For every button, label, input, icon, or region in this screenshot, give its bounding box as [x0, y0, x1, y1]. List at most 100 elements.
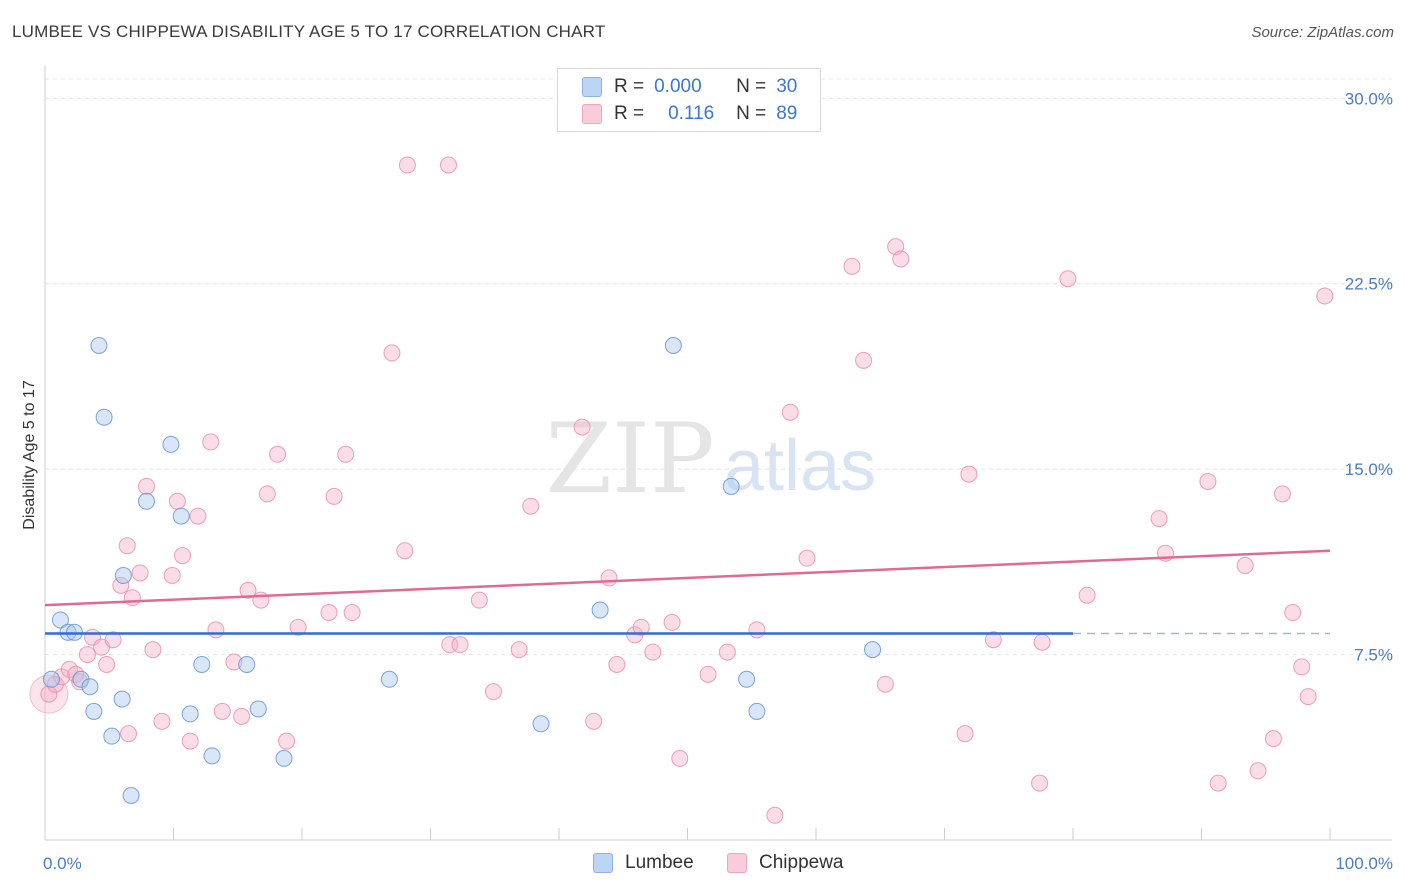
x-tick-label: 100.0% — [1335, 854, 1393, 873]
bottom-legend-swatch-lumbee — [593, 853, 613, 873]
data-point-chippewa — [173, 547, 191, 565]
data-point-lumbee — [172, 507, 190, 525]
data-point-chippewa — [748, 621, 766, 639]
data-point-chippewa — [233, 707, 251, 725]
data-point-chippewa — [325, 487, 343, 505]
data-point-chippewa — [1293, 658, 1311, 676]
legend-swatch-lumbee — [582, 77, 602, 97]
data-point-lumbee — [162, 435, 180, 453]
data-point-chippewa — [855, 351, 873, 369]
data-point-chippewa — [112, 576, 130, 594]
data-point-chippewa — [608, 655, 626, 673]
grid-lines — [45, 78, 1392, 656]
data-point-chippewa — [202, 433, 220, 451]
data-point-chippewa — [104, 631, 122, 649]
data-point-chippewa — [510, 641, 528, 659]
y-tick-label: 15.0% — [1345, 460, 1393, 479]
watermark-atlas: atlas — [724, 426, 876, 506]
data-point-chippewa — [131, 564, 149, 582]
legend-n-value-chippewa: 89 — [776, 103, 798, 124]
data-point-chippewa — [671, 749, 689, 767]
data-point-lumbee — [122, 786, 140, 804]
data-point-lumbee — [722, 477, 740, 495]
data-points — [29, 156, 1334, 824]
data-point-lumbee — [238, 655, 256, 673]
axes — [44, 66, 1392, 841]
legend-n-label: N = — [736, 76, 767, 97]
data-point-lumbee — [113, 690, 131, 708]
y-axis-label: Disability Age 5 to 17 — [21, 380, 38, 530]
data-point-chippewa — [1150, 510, 1168, 528]
x-tick-label: 0.0% — [43, 854, 82, 873]
data-point-chippewa — [123, 589, 141, 607]
data-point-lumbee — [138, 492, 156, 510]
data-point-lumbee — [249, 700, 267, 718]
bottom-legend-item-lumbee[interactable]: Lumbee — [593, 852, 694, 874]
data-point-chippewa — [289, 618, 307, 636]
data-point-chippewa — [441, 636, 459, 654]
chart-title: LUMBEE VS CHIPPEWA DISABILITY AGE 5 TO 1… — [12, 22, 606, 41]
bottom-legend-item-chippewa[interactable]: Chippewa — [727, 852, 844, 874]
data-point-lumbee — [42, 670, 60, 688]
source-label: Source: ZipAtlas.com — [1251, 24, 1394, 41]
data-point-chippewa — [798, 549, 816, 567]
bottom-legend-label-chippewa: Chippewa — [759, 852, 844, 873]
data-point-chippewa — [663, 613, 681, 631]
data-point-chippewa — [1059, 270, 1077, 288]
data-point-lumbee — [203, 747, 221, 765]
data-point-chippewa — [278, 732, 296, 750]
legend-r-label: R = — [614, 76, 645, 97]
data-point-chippewa — [383, 344, 401, 362]
data-point-chippewa — [1031, 774, 1049, 792]
data-point-chippewa — [644, 643, 662, 661]
data-point-chippewa — [1199, 472, 1217, 490]
data-point-chippewa — [843, 257, 861, 275]
y-tick-label: 7.5% — [1354, 646, 1393, 665]
data-point-chippewa — [118, 537, 136, 555]
data-point-chippewa — [484, 683, 502, 701]
data-point-lumbee — [738, 670, 756, 688]
data-point-chippewa — [337, 445, 355, 463]
data-point-lumbee — [193, 655, 211, 673]
y-tick-label: 22.5% — [1345, 275, 1393, 294]
y-tick-label: 30.0% — [1345, 89, 1393, 108]
data-point-chippewa — [207, 621, 225, 639]
legend-r-label: R = — [614, 103, 645, 124]
data-point-chippewa — [1236, 557, 1254, 575]
bottom-legend-swatch-chippewa — [727, 853, 747, 873]
bottom-legend: Lumbee Chippewa — [0, 852, 1406, 878]
data-point-chippewa — [781, 403, 799, 421]
data-point-chippewa — [1078, 586, 1096, 604]
data-point-chippewa — [120, 725, 138, 743]
data-point-chippewa — [1249, 762, 1267, 780]
data-point-lumbee — [864, 641, 882, 659]
legend-row-chippewa: R = 0.116 N = 89 — [582, 102, 797, 126]
data-point-chippewa — [398, 156, 416, 174]
data-point-chippewa — [1033, 633, 1051, 651]
data-point-chippewa — [522, 497, 540, 515]
data-point-lumbee — [532, 715, 550, 733]
data-point-lumbee — [275, 749, 293, 767]
data-point-chippewa — [163, 566, 181, 584]
data-point-chippewa — [343, 604, 361, 622]
bottom-legend-label-lumbee: Lumbee — [625, 852, 694, 873]
data-point-lumbee — [591, 601, 609, 619]
data-point-chippewa — [78, 646, 96, 664]
data-point-chippewa — [269, 445, 287, 463]
legend-swatch-chippewa — [582, 104, 602, 124]
data-point-chippewa — [239, 581, 257, 599]
data-point-chippewa — [892, 250, 910, 268]
trend-lines — [44, 549, 1331, 635]
data-point-chippewa — [766, 806, 784, 824]
data-point-chippewa — [1209, 774, 1227, 792]
data-point-chippewa — [320, 604, 338, 622]
data-point-lumbee — [748, 702, 766, 720]
data-point-chippewa — [213, 702, 231, 720]
data-point-lumbee — [81, 678, 99, 696]
data-point-chippewa — [699, 665, 717, 683]
data-point-lumbee — [181, 705, 199, 723]
data-point-chippewa — [181, 732, 199, 750]
data-point-chippewa — [138, 477, 156, 495]
data-point-chippewa — [225, 653, 243, 671]
